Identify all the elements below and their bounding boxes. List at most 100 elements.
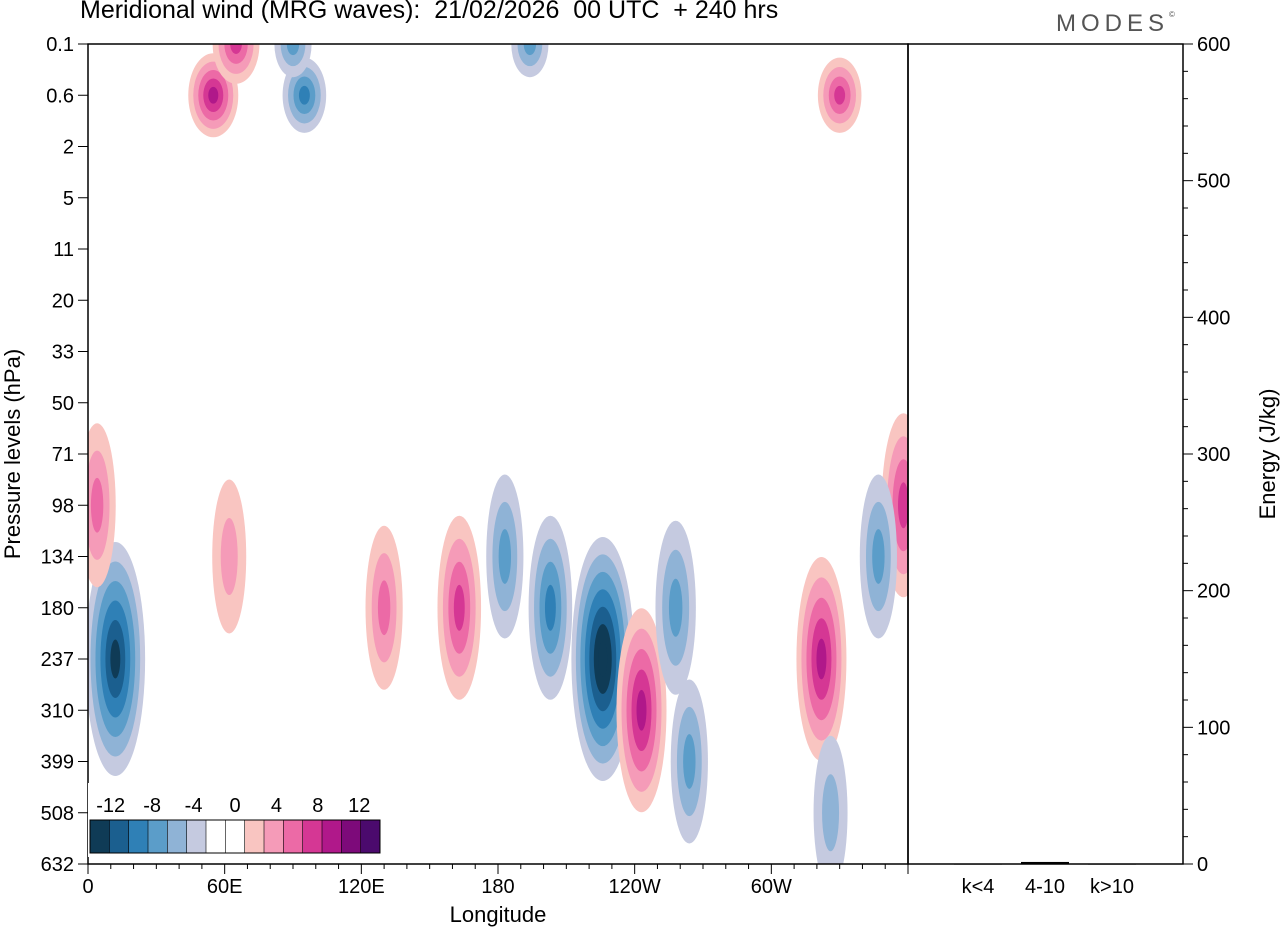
colorbar-swatch — [341, 820, 361, 853]
x-tick-label: 0 — [82, 876, 93, 898]
contour-level — [636, 689, 647, 731]
energy-tick-label: 200 — [1197, 581, 1230, 603]
contour-level — [208, 86, 219, 104]
colorbar-swatch — [128, 820, 149, 853]
y-tick-label: 180 — [41, 598, 74, 620]
heatmap-feature — [817, 57, 862, 133]
energy-bars: k<4 4-10 k>10 — [954, 861, 1136, 898]
y-tick-label: 0.6 — [46, 85, 74, 107]
y-tick-label: 310 — [41, 700, 74, 722]
heatmap-feature — [486, 474, 524, 639]
heatmap-feature — [212, 44, 260, 84]
y-tick-label: 0.1 — [46, 34, 74, 56]
chart-title: Meridional wind (MRG waves): 21/02/2026 … — [80, 0, 779, 24]
x-tick-label: 180 — [481, 876, 514, 898]
energy-axis: 0 100 200 300 400 500 600 — [1183, 34, 1230, 876]
heatmap-feature — [571, 537, 635, 781]
colorbar: -12 -8 -4 0 4 8 12 — [88, 783, 384, 857]
colorbar-label: 12 — [348, 795, 370, 817]
y-tick-label: 508 — [41, 803, 74, 825]
contour-level — [453, 584, 465, 631]
colorbar-frame — [89, 819, 381, 854]
colorbar-label: -4 — [185, 795, 203, 817]
y-axis: 0.1 0.6 2 5 11 20 33 50 71 98 134 180 237 310 399 508 63… — [41, 34, 88, 876]
energy-category-label: k<4 — [962, 876, 995, 898]
colorbar-swatch — [90, 820, 110, 853]
contour-level — [872, 529, 885, 584]
heatmap-feature — [212, 479, 247, 634]
y-axis-title: Pressure levels (hPa) — [0, 349, 25, 559]
heatmap-feature — [528, 515, 573, 700]
y-tick-label: 399 — [41, 752, 74, 774]
y-tick-label: 632 — [41, 854, 74, 876]
colorbar-label: 0 — [229, 795, 240, 817]
energy-bar — [1021, 861, 1069, 864]
x-tick-label: 120E — [338, 876, 385, 898]
brand-logo: MODES© — [1056, 10, 1175, 38]
x-tick-label: 60W — [751, 876, 792, 898]
energy-tick-label: 600 — [1197, 34, 1230, 56]
energy-category-label: k>10 — [1090, 876, 1134, 898]
energy-tick-label: 0 — [1197, 854, 1208, 876]
heatmap-feature — [282, 57, 327, 133]
heatmap-feature — [907, 502, 939, 611]
contour-level — [377, 580, 391, 636]
colorbar-swatch — [186, 820, 207, 853]
x-tick-label: 60E — [207, 876, 243, 898]
contour-level — [914, 502, 939, 611]
brand-mark: © — [1169, 10, 1175, 19]
contour-level — [920, 529, 932, 584]
colorbar-swatch — [109, 820, 129, 853]
heatmap-field — [88, 44, 939, 864]
contour-level — [90, 477, 104, 533]
energy-bar — [954, 863, 1002, 865]
contour-level — [683, 734, 696, 789]
contour-level — [897, 482, 908, 529]
colorbar-swatch — [244, 820, 265, 853]
colorbar-label: 8 — [312, 795, 323, 817]
colorbar-label: -12 — [96, 795, 125, 817]
energy-tick-label: 100 — [1197, 717, 1230, 739]
energy-category-label: 4-10 — [1025, 876, 1065, 898]
contour-level — [544, 584, 556, 631]
colorbar-label: -8 — [143, 795, 161, 817]
y-tick-label: 237 — [41, 649, 74, 671]
y-tick-label: 71 — [52, 444, 74, 466]
contour-level — [286, 44, 300, 56]
energy-tick-label: 500 — [1197, 171, 1230, 193]
colorbar-label: 4 — [271, 795, 282, 817]
heatmap-feature — [437, 515, 482, 700]
contour-level — [598, 641, 608, 677]
contour-level — [230, 44, 242, 54]
heatmap-feature — [859, 474, 897, 639]
contour-level — [220, 518, 238, 595]
contour-level — [110, 639, 121, 679]
contour-level — [834, 85, 846, 105]
colorbar-swatch — [225, 820, 245, 853]
colorbar-swatch — [264, 820, 284, 853]
heatmap-feature — [655, 520, 696, 695]
colorbar-swatch — [206, 820, 226, 853]
x-axis-title: Longitude — [450, 902, 547, 927]
heatmap-feature — [274, 44, 312, 78]
contour-level — [822, 774, 840, 852]
energy-bar — [1088, 863, 1136, 865]
heatmap-feature — [813, 735, 848, 864]
colorbar-swatch — [148, 820, 168, 853]
colorbar-swatch — [283, 820, 303, 853]
y-tick-label: 134 — [41, 547, 74, 569]
contour-level — [907, 540, 908, 573]
x-axis: 0 60E 120E 180 120W 60W — [82, 864, 909, 898]
colorbar-swatch — [322, 820, 342, 853]
brand-name: MODES — [1056, 10, 1170, 37]
heatmap-feature — [670, 679, 708, 844]
contour-level — [498, 529, 512, 584]
y-tick-label: 5 — [63, 188, 74, 210]
contour-level — [668, 578, 683, 637]
x-tick-label: 120W — [609, 876, 661, 898]
y-tick-label: 33 — [52, 342, 74, 364]
colorbar-swatch — [360, 820, 381, 853]
energy-panel-frame — [907, 43, 1184, 865]
heatmap-frame — [87, 43, 909, 865]
